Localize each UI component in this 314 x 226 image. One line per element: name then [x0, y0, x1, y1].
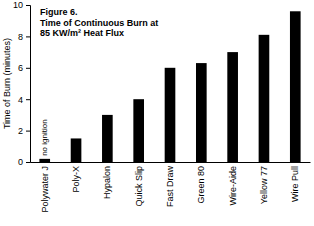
x-tick: Quick Slip: [134, 162, 144, 207]
y-tick-label: 6: [18, 63, 23, 73]
y-tick: 0: [18, 157, 30, 167]
bar: [165, 68, 176, 162]
chart: 0 2 4 6 8 10 Polywater J Poly-X Hypalon Quick Sli…: [0, 0, 314, 226]
x-tick: Fast Draw: [165, 162, 175, 207]
x-tick-label: Green 80: [196, 166, 206, 204]
x-tick-label: Fast Draw: [165, 166, 175, 208]
x-tick-label: Quick Slip: [134, 166, 144, 207]
y-axis: 0 2 4 6 8 10: [13, 0, 31, 167]
y-tick-mark: [26, 99, 30, 100]
subtitle: Time of Continuous Burn at85 KW/m² Heat …: [40, 18, 158, 38]
y-axis-title: Time of Burn (minutes): [2, 38, 12, 129]
x-tick: Hypalon: [102, 162, 112, 199]
y-tick-mark: [26, 131, 30, 132]
bar: [227, 52, 238, 162]
y-tick-mark: [26, 36, 30, 37]
y-axis-line: [26, 6, 31, 163]
bar: [71, 138, 82, 162]
x-tick: Polywater J: [40, 162, 50, 213]
y-tick-label: 2: [18, 126, 23, 136]
y-tick-label: 4: [18, 95, 23, 105]
subtitle-line: Time of Continuous Burn at: [40, 18, 158, 28]
bar: [290, 11, 301, 162]
bars: [39, 11, 300, 162]
y-tick-mark: [26, 162, 30, 163]
y-tick: 8: [18, 32, 30, 42]
x-tick-label: Hypalon: [102, 166, 112, 199]
title: Figure 6.: [40, 7, 78, 17]
y-tick-label: 10: [13, 0, 23, 10]
x-tick-label: Polywater J: [40, 166, 50, 213]
x-tick: Poly-X: [71, 162, 81, 193]
y-tick-mark: [26, 68, 30, 69]
x-axis: Polywater J Poly-X Hypalon Quick Slip Fast D…: [31, 162, 311, 213]
y-tick: 10: [13, 0, 30, 10]
x-tick: Wire-Aide: [228, 162, 238, 206]
x-tick: Yellow 77: [259, 162, 269, 204]
y-tick-label: 0: [18, 157, 23, 167]
x-axis-line: [31, 162, 311, 163]
x-tick: Wire Pull: [290, 162, 300, 202]
bar: [39, 159, 50, 162]
bar: [196, 63, 207, 162]
x-tick-label: Yellow 77: [259, 166, 269, 204]
bar: [102, 115, 113, 162]
bar: [259, 35, 270, 162]
bar: [133, 99, 144, 162]
x-tick: Green 80: [196, 162, 206, 204]
plot: 0 2 4 6 8 10 Polywater J Poly-X Hypalon Quick Sli…: [13, 0, 311, 212]
y-tick-label: 8: [18, 32, 23, 42]
x-tick-label: Wire Pull: [290, 166, 300, 202]
x-tick-label: Poly-X: [71, 166, 81, 193]
y-tick: 6: [18, 63, 30, 73]
y-tick: 4: [18, 95, 30, 105]
annotation: no ignition: [40, 119, 49, 155]
subtitle-line: 85 KW/m² Heat Flux: [40, 28, 124, 38]
y-tick-mark: [26, 5, 30, 6]
x-tick-label: Wire-Aide: [228, 166, 238, 206]
y-tick: 2: [18, 126, 30, 136]
